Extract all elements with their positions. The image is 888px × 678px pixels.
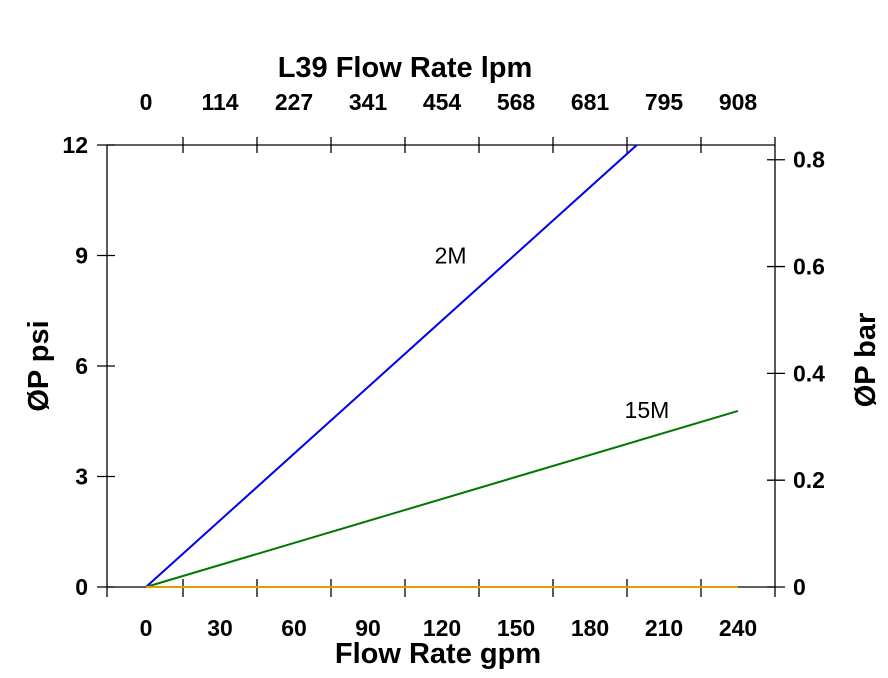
- series-label: 2M: [435, 243, 467, 269]
- x-tick-label: 0: [140, 615, 153, 641]
- top-tick-label: 908: [719, 89, 758, 115]
- top-tick-label: 0: [140, 89, 153, 115]
- series-line-2m: [145, 144, 638, 588]
- x-axis-label: Flow Rate gpm: [335, 638, 541, 670]
- x-tick-label: 150: [497, 615, 535, 641]
- top-tick-label: 114: [201, 89, 238, 115]
- series-group: 2M 15M: [145, 144, 739, 588]
- text-group: L39 Flow Rate lpm Flow Rate gpm ØP psi Ø…: [23, 52, 882, 670]
- top-tick-label: 568: [497, 89, 536, 115]
- y-tick-label-left: 3: [75, 464, 88, 490]
- y-tick-label-right: 0.8: [793, 147, 825, 173]
- series-line-15m: [145, 409, 739, 588]
- top-tick-label: 795: [645, 89, 684, 115]
- y-tick-label-right: 0: [793, 574, 806, 600]
- chart-title: L39 Flow Rate lpm: [278, 52, 533, 84]
- top-tick-label: 454: [423, 89, 462, 115]
- y-axis-label-left: ØP psi: [23, 320, 55, 411]
- x-tick-label: 210: [645, 615, 683, 641]
- top-tick-label: 341: [349, 89, 388, 115]
- y-tick-label-left: 9: [75, 243, 88, 269]
- y-tick-label-left: 0: [75, 574, 88, 600]
- y-tick-label-right: 0.2: [793, 467, 825, 493]
- y-axis-label-right: ØP bar: [850, 313, 882, 408]
- top-tick-label: 681: [571, 89, 610, 115]
- top-tick-label: 227: [275, 89, 313, 115]
- y-tick-label-right: 0.6: [793, 254, 825, 280]
- x-tick-label: 30: [207, 615, 233, 641]
- y-tick-label-right: 0.4: [793, 360, 825, 386]
- x-tick-label: 180: [571, 615, 609, 641]
- y-tick-label-left: 12: [62, 132, 88, 158]
- series-label: 15M: [625, 397, 670, 423]
- x-tick-label: 60: [281, 615, 307, 641]
- x-tick-label: 90: [355, 615, 381, 641]
- x-tick-label: 120: [423, 615, 461, 641]
- y-tick-label-left: 6: [75, 353, 88, 379]
- x-tick-label: 240: [719, 615, 757, 641]
